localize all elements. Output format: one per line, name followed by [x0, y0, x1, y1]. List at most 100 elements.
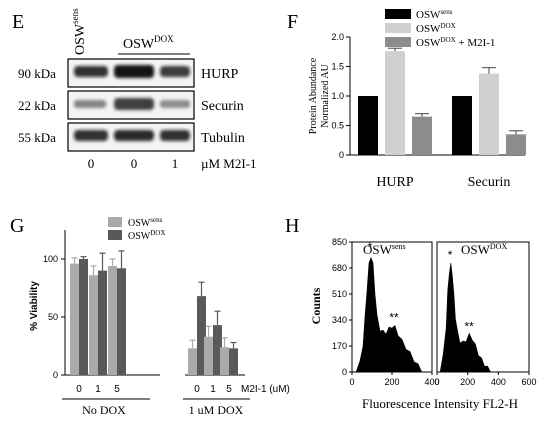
g-group-label: 1 uM DOX: [189, 403, 244, 417]
band: [74, 130, 108, 141]
panel-letter-h: H: [285, 215, 299, 237]
f-bar: [452, 96, 472, 155]
f-y-tick-label: 0.5: [331, 121, 344, 131]
dose-lane-3: 1: [172, 156, 179, 171]
protein-label-tubulin: Tubulin: [201, 131, 245, 146]
h-x-tick-label: 200: [460, 377, 475, 387]
g-bar: [89, 275, 98, 375]
panel-e: E OSWsens OSWDOX: [12, 8, 257, 171]
f-bar: [506, 134, 526, 155]
h-peak-annotation: *: [448, 248, 453, 262]
h-y-tick-label: 340: [332, 315, 347, 325]
f-legend-swatch: [385, 37, 411, 47]
dose-lane-1: 0: [88, 156, 95, 171]
h-peak-annotation: **: [465, 320, 475, 334]
g-x-tick-label: 5: [226, 384, 232, 395]
g-bar: [70, 263, 79, 375]
h-x-tick-label: 400: [491, 377, 506, 387]
g-bar: [79, 259, 88, 375]
g-bar: [117, 268, 126, 375]
dose-unit: µM M2I-1: [201, 156, 257, 171]
h-y-tick-label: 170: [332, 341, 347, 351]
protein-label-hurp: HURP: [201, 67, 239, 82]
band: [160, 66, 190, 77]
band: [74, 100, 106, 108]
f-y-tick-label: 1.0: [331, 91, 344, 101]
f-y-tick-label: 0: [339, 150, 344, 160]
protein-label-securin: Securin: [201, 99, 244, 114]
h-x-tick-label: 0: [434, 377, 439, 387]
blot-securin: [67, 90, 195, 120]
kda-label-tubulin: 55 kDa: [18, 130, 56, 145]
h-y-tick-label: 510: [332, 289, 347, 299]
f-y-axis-label: Protein AbundanceNormalized AU: [308, 57, 331, 134]
g-x-tick-label: 5: [114, 384, 120, 395]
f-x-category-label: HURP: [376, 175, 414, 190]
f-legend-label: OSWDOX + M2I-1: [416, 36, 495, 49]
lane-label-osw-sens: OSWsens: [70, 8, 88, 55]
g-x-tick-label: 1: [95, 384, 101, 395]
g-bar: [188, 348, 197, 375]
blot-hurp: [67, 58, 195, 88]
g-legend-label: OSWDOX: [128, 229, 165, 242]
panel-f: F 0 0.5 1.0 1.5 2.0 Protein AbundanceNormaliz…: [287, 8, 526, 190]
h-y-tick-label: 0: [342, 367, 347, 377]
h-x-axis-label: Fluorescence Intensity FL2-H: [362, 396, 518, 411]
g-legend-swatch: [108, 217, 122, 227]
g-legend-swatch: [108, 230, 122, 240]
g-legend-label: OSWsens: [128, 216, 163, 229]
h-y-tick-label: 850: [332, 237, 347, 247]
f-bar: [479, 73, 499, 155]
h-y-tick-label: 680: [332, 263, 347, 273]
h-x-tick-label: 0: [349, 377, 354, 387]
h-peak-annotation: **: [389, 311, 399, 325]
f-bar: [412, 116, 432, 155]
g-bar: [108, 265, 117, 375]
f-y-tick-label: 1.5: [331, 62, 344, 72]
panel-letter-g: G: [10, 215, 24, 237]
panel-letter-e: E: [12, 11, 24, 33]
h-histogram-area: [355, 256, 423, 373]
g-y-tick-label: 50: [48, 312, 58, 322]
h-x-tick-label: 200: [384, 377, 399, 387]
band: [114, 98, 154, 110]
f-bar: [358, 96, 378, 155]
h-panel-title: OSWsens: [363, 242, 406, 257]
g-y-tick-label: 0: [53, 370, 58, 380]
f-x-category-label: Securin: [468, 175, 511, 190]
f-legend-label: OSWDOX: [416, 22, 456, 35]
g-bar: [220, 347, 229, 375]
f-legend-swatch: [385, 23, 411, 33]
kda-label-hurp: 90 kDa: [18, 66, 56, 81]
kda-label-securin: 22 kDa: [18, 98, 56, 113]
dose-lane-2: 0: [131, 156, 138, 171]
g-bar: [197, 296, 206, 375]
blot-tubulin: [67, 122, 195, 152]
h-histogram-area: [439, 262, 491, 373]
h-peak-annotation: *: [368, 240, 373, 254]
f-y-tick-label: 2.0: [331, 32, 344, 42]
g-x-tick-label: 1: [210, 384, 216, 395]
g-bar: [204, 336, 213, 375]
g-x-tick-label: 0: [76, 384, 82, 395]
h-panel-title: OSWDOX: [461, 242, 507, 257]
band: [160, 130, 190, 141]
panel-letter-f: F: [287, 11, 298, 33]
g-y-tick-label: 100: [43, 254, 58, 264]
band: [114, 65, 154, 78]
h-x-tick-label: 600: [521, 377, 536, 387]
f-legend-swatch: [385, 9, 411, 19]
g-bar: [98, 270, 107, 375]
g-x-unit-label: M2I-1 (uM): [241, 384, 290, 395]
f-bar: [385, 51, 405, 155]
g-x-tick-label: 0: [194, 384, 200, 395]
g-bar: [213, 325, 222, 375]
f-legend-label: OSWsens: [416, 8, 453, 21]
h-y-axis-label: Counts: [309, 287, 323, 324]
band: [114, 130, 154, 141]
band: [160, 100, 190, 108]
g-bar: [229, 348, 238, 375]
lane-label-osw-dox: OSWDOX: [123, 34, 174, 52]
